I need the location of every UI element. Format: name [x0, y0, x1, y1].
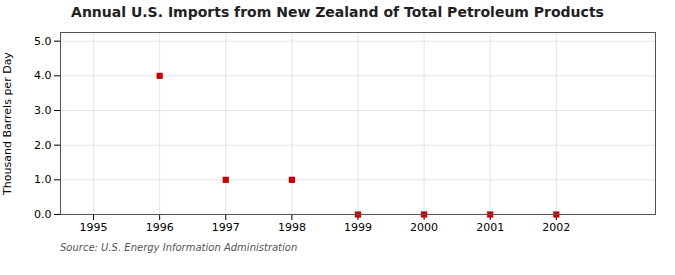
html-text:Annual U.S. Imports from New Z: Annual U.S. Imports from New Zealand of … [71, 4, 604, 20]
svg-text:0.0: 0.0 [34, 208, 52, 221]
svg-text:3.0: 3.0 [34, 104, 52, 117]
svg-text:2001: 2001 [476, 221, 504, 234]
html-text:Source: U.S. Energy Informatio: Source: U.S. Energy Information Administ… [60, 242, 298, 253]
svg-text:1998: 1998 [278, 221, 306, 234]
svg-text:Thousand Barrels per Day: Thousand Barrels per Day [1, 52, 14, 196]
svg-text:1997: 1997 [212, 221, 240, 234]
svg-text:1995: 1995 [80, 221, 108, 234]
svg-text:2002: 2002 [542, 221, 570, 234]
svg-text:1.0: 1.0 [34, 173, 52, 186]
svg-text:5.0: 5.0 [34, 35, 52, 48]
svg-text:2.0: 2.0 [34, 139, 52, 152]
svg-text:1996: 1996 [146, 221, 174, 234]
svg-text:2000: 2000 [410, 221, 438, 234]
svg-text:4.0: 4.0 [34, 69, 52, 82]
svg-text:1999: 1999 [344, 221, 372, 234]
